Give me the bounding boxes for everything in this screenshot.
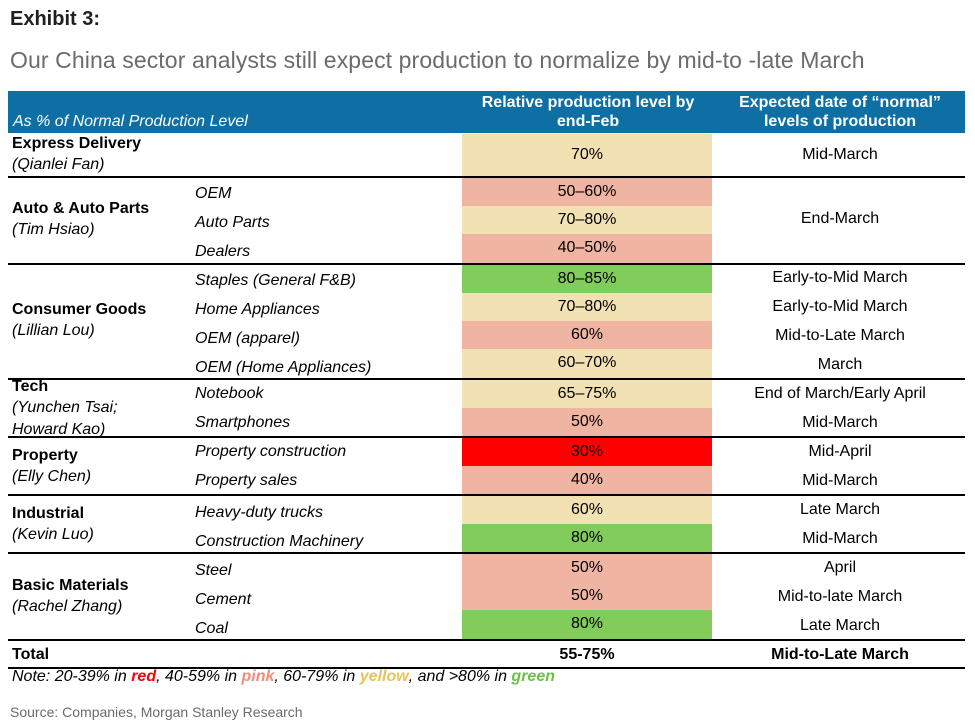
expected-date: Mid-March — [802, 414, 878, 431]
subsector-name: Property construction — [195, 443, 347, 460]
header-row-label: As % of Normal Production Level — [13, 113, 248, 130]
note-red: red — [131, 668, 157, 685]
level-cell: 60% — [462, 496, 712, 524]
analyst-auto: (Tim Hsiao) — [12, 221, 95, 238]
subsector-name: Home Appliances — [195, 301, 320, 318]
level-cell: 50% — [462, 582, 712, 610]
expected-date: Late March — [799, 501, 881, 518]
exhibit-label: Exhibit 3: — [10, 8, 101, 30]
subsector-name: Smartphones — [195, 414, 291, 431]
color-legend-note: Note: 20-39% in red, 40-59% in pink, 60-… — [12, 668, 555, 686]
level-cell: 50% — [462, 554, 712, 582]
analyst-basic-materials: (Rachel Zhang) — [12, 598, 123, 615]
header-expected-date-line1: Expected date of “normal” — [739, 94, 941, 111]
subsector-name: Steel — [195, 562, 232, 579]
header-expected-date-line2: levels of production — [763, 113, 916, 130]
exhibit-subtitle: Our China sector analysts still expect p… — [10, 47, 865, 73]
note-pink: pink — [241, 668, 275, 685]
expected-date: Mid-to-late March — [777, 588, 903, 605]
level-cell: 40% — [462, 466, 712, 494]
level-cell: 80% — [462, 524, 712, 552]
level-cell: 30% — [462, 438, 712, 466]
level-cell: 50% — [462, 408, 712, 436]
level-cell: 50–60% — [462, 178, 712, 206]
expected-date: Mid-March — [802, 146, 878, 163]
subsector-name: Staples (General F&B) — [195, 272, 356, 289]
note-text: , 60-79% in — [274, 668, 360, 685]
expected-date: Mid-April — [808, 443, 872, 460]
separator — [8, 378, 965, 380]
table-header: As % of Normal Production Level Relative… — [8, 91, 965, 133]
expected-date: Mid-March — [802, 472, 878, 489]
total-level: 55-75% — [559, 646, 615, 663]
separator — [8, 639, 965, 641]
analyst-express-delivery: (Qianlei Fan) — [12, 156, 105, 173]
subsector-name: Property sales — [195, 472, 298, 489]
level-cell: 70–80% — [462, 293, 712, 321]
sector-property: Property — [12, 447, 78, 464]
note-text: , and >80% in — [408, 668, 512, 685]
expected-date: Mid-March — [802, 530, 878, 547]
analyst-industrial: (Kevin Luo) — [12, 526, 94, 543]
subsector-name: Coal — [195, 620, 228, 637]
level-cell: 60% — [462, 321, 712, 349]
separator — [8, 552, 965, 554]
separator — [8, 263, 965, 265]
subsector-name: OEM (apparel) — [195, 330, 300, 347]
note-text: , 40-59% in — [156, 668, 242, 685]
expected-date: Late March — [799, 617, 881, 634]
level-cell: 40–50% — [462, 234, 712, 263]
sector-consumer-goods: Consumer Goods — [12, 301, 147, 318]
sector-tech: Tech — [12, 378, 49, 395]
note-green: green — [511, 668, 555, 685]
level-cell: 70–80% — [462, 206, 712, 234]
header-production-level: Relative production level by end-Feb — [463, 93, 713, 131]
subsector-name: Auto Parts — [195, 214, 270, 231]
header-production-level-line1: Relative production level by — [481, 94, 695, 111]
level-cell: 70% — [462, 134, 712, 176]
analyst-tech-1: (Yunchen Tsai; — [12, 399, 118, 416]
sector-express-delivery: Express Delivery — [12, 135, 141, 152]
separator — [8, 436, 965, 438]
analyst-consumer-goods: (Lillian Lou) — [12, 322, 95, 339]
separator — [8, 494, 965, 496]
source-line: Source: Companies, Morgan Stanley Resear… — [10, 704, 303, 720]
expected-date: April — [823, 559, 856, 576]
expected-date: March — [817, 356, 863, 373]
header-production-level-line2: end-Feb — [556, 113, 620, 130]
subsector-name: Heavy-duty trucks — [195, 504, 324, 521]
expected-date: Early-to-Mid March — [772, 269, 908, 286]
level-cell: 65–75% — [462, 380, 712, 408]
level-cell: 60–70% — [462, 349, 712, 378]
expected-date: Mid-to-Late March — [775, 327, 905, 344]
subsector-name: Cement — [195, 591, 252, 608]
total-label: Total — [12, 646, 50, 663]
header-expected-date: Expected date of “normal” levels of prod… — [715, 93, 965, 131]
subsector-name: Notebook — [195, 385, 264, 402]
level-cell: 80% — [462, 610, 712, 639]
sector-auto: Auto & Auto Parts — [12, 200, 150, 217]
level-cell: 80–85% — [462, 265, 712, 293]
subsector-name: OEM — [195, 185, 232, 202]
sector-basic-materials: Basic Materials — [12, 577, 129, 594]
expected-date: End of March/Early April — [754, 385, 926, 402]
note-text: Note: 20-39% in — [12, 668, 132, 685]
subsector-name: Dealers — [195, 243, 251, 260]
separator — [8, 176, 965, 178]
analyst-tech-2: Howard Kao) — [12, 421, 106, 438]
total-date: Mid-to-Late March — [771, 646, 909, 663]
subsector-name: Construction Machinery — [195, 533, 364, 550]
analyst-property: (Elly Chen) — [12, 468, 92, 485]
expected-date: End-March — [800, 210, 880, 227]
separator — [8, 667, 965, 669]
sector-industrial: Industrial — [12, 505, 85, 522]
subsector-name: OEM (Home Appliances) — [195, 359, 372, 376]
expected-date: Early-to-Mid March — [772, 298, 908, 315]
note-yellow: yellow — [359, 668, 409, 685]
